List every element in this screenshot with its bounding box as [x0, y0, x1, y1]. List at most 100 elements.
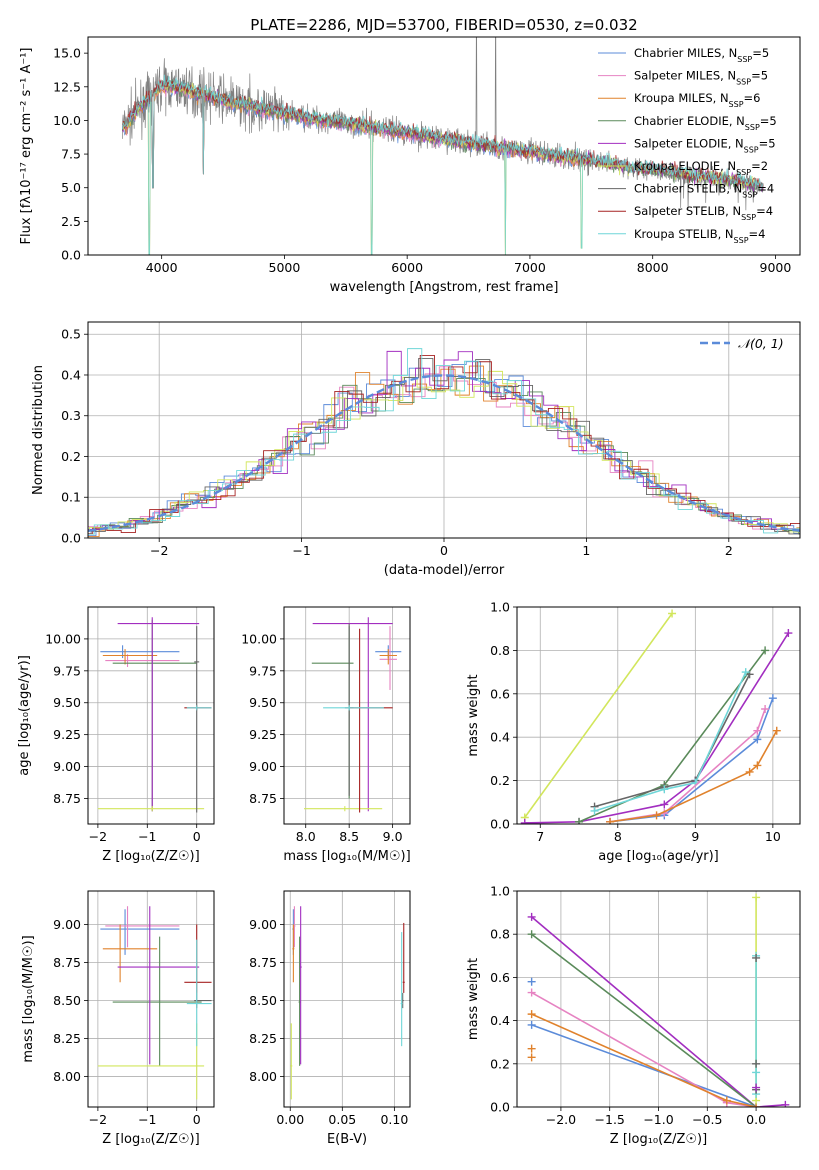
- legend-entry: Chabrier ELODIE, NSSP=5: [634, 114, 777, 132]
- data-point-marker: [781, 1100, 790, 1107]
- y-tick-label: 8.25: [249, 1031, 277, 1046]
- data-point-marker: [527, 912, 536, 921]
- y-tick-label: 8.00: [53, 1069, 81, 1084]
- data-point-marker: [527, 977, 536, 986]
- spectrum-panel: 4000 5000 6000 7000 8000 9000 0.0 2.5 5.0 7.5 10.0…: [19, 36, 801, 295]
- x-axis-label: (data-model)/error: [384, 563, 505, 578]
- x-tick-label: 0.05: [328, 1112, 356, 1127]
- y-tick-label: 9.00: [249, 917, 277, 932]
- data-point-marker: [527, 1010, 536, 1019]
- age-vs-Z-panel: −2 −1 0 8.75 9.00 9.25 9.50 9.75 10.00 Z [log₁₀(Z…: [17, 606, 215, 864]
- legend-entry: 𝒩(0, 1): [738, 336, 784, 351]
- y-tick-label: 8.00: [249, 1069, 277, 1084]
- y-tick-label: 12.5: [53, 79, 81, 94]
- x-tick-label: 9: [691, 829, 699, 844]
- data-point-marker: [527, 1053, 536, 1062]
- data-point-marker: [753, 726, 762, 735]
- x-tick-label: 7: [536, 829, 544, 844]
- residuals-panel: −2 −1 0 1 2 0.0 0.1 0.2 0.3 0.4 0.5 (data-model)/er…: [31, 321, 801, 578]
- series-chabrier-miles-line: [531, 1024, 757, 1107]
- axes-frame: [87, 606, 215, 825]
- y-tick-label: 0.0: [490, 817, 510, 832]
- y-axis-label: Normed distribution: [31, 365, 46, 495]
- y-tick-label: 15.0: [53, 46, 81, 61]
- x-tick-label: 0.0: [746, 1112, 766, 1127]
- data-point-marker: [768, 694, 777, 703]
- data-point-marker: [745, 767, 754, 776]
- x-tick-label: 6000: [391, 260, 423, 275]
- y-tick-label: 0.0: [490, 1100, 510, 1115]
- y-tick-label: 9.00: [53, 917, 81, 932]
- x-tick-label: 9.0: [383, 829, 403, 844]
- x-tick-label: −1.0: [643, 1112, 673, 1127]
- y-tick-label: 1.0: [490, 884, 510, 899]
- legend-entry: Salpeter MILES, NSSP=5: [634, 69, 768, 87]
- legend-entry: Kroupa MILES, NSSP=6: [634, 91, 760, 109]
- x-axis-label: mass [log₁₀(M/M☉)]: [283, 849, 410, 864]
- histogram-kroupa-stelib: [88, 348, 800, 535]
- x-tick-label: 8.5: [339, 829, 359, 844]
- y-tick-label: 9.00: [53, 759, 81, 774]
- x-axis-label: Z [log₁₀(Z/Z☉)]: [610, 1132, 707, 1147]
- y-tick-label: 0.3: [61, 408, 81, 423]
- y-tick-label: 0.0: [61, 531, 81, 546]
- axes-frame: [516, 890, 801, 1108]
- y-tick-label: 0.6: [490, 970, 510, 985]
- y-tick-label: 10.00: [241, 631, 277, 646]
- y-tick-label: 10.00: [45, 631, 81, 646]
- histogram-chabrier-stelib: [88, 358, 800, 535]
- data-point-marker: [652, 811, 661, 820]
- x-axis-label: wavelength [Angstrom, rest frame]: [330, 280, 559, 295]
- model-chabrier-stelib-line: [121, 75, 764, 190]
- data-point-marker: [784, 629, 793, 638]
- legend-entry: Chabrier MILES, NSSP=5: [634, 46, 769, 64]
- axes-frame: [87, 36, 801, 256]
- y-tick-label: 8.25: [53, 1031, 81, 1046]
- legend-entry: Kroupa ELODIE, NSSP=2: [634, 159, 768, 177]
- data-point-marker: [752, 1083, 761, 1092]
- data-point-marker: [527, 988, 536, 997]
- mass-vs-Z-plot-area: [97, 906, 212, 1100]
- legend-entry: Salpeter ELODIE, NSSP=5: [634, 136, 776, 154]
- y-tick-label: 0.5: [61, 327, 81, 342]
- data-point-marker: [668, 609, 677, 618]
- data-point-marker: [520, 818, 529, 824]
- y-tick-label: 9.25: [53, 727, 81, 742]
- x-tick-label: 8.0: [296, 829, 316, 844]
- x-tick-label: −0.5: [692, 1112, 722, 1127]
- y-tick-label: 9.00: [249, 759, 277, 774]
- y-tick-label: 9.75: [53, 663, 81, 678]
- data-point-marker: [590, 806, 599, 815]
- y-tick-label: 8.75: [53, 791, 81, 806]
- data-point-marker: [527, 1044, 536, 1053]
- series-kroupa-miles-line: [531, 1013, 757, 1107]
- x-tick-label: −2: [89, 829, 107, 844]
- x-tick-label: 8: [614, 829, 622, 844]
- age-vs-Z-plot-area: [97, 617, 212, 813]
- y-tick-label: 7.5: [61, 147, 81, 162]
- x-tick-label: 7000: [514, 260, 546, 275]
- y-tick-label: 9.50: [249, 695, 277, 710]
- x-tick-label: −1.5: [595, 1112, 625, 1127]
- massweight-vs-age-panel: 7 8 9 10 0.0 0.2 0.4 0.6 0.8 1.0 age [log₁₀(age/yr…: [466, 600, 801, 864]
- data-point-marker: [753, 761, 762, 770]
- series-kroupa-stelib-line: [594, 671, 747, 812]
- legend-entry: Kroupa STELIB, NSSP=4: [634, 227, 765, 245]
- axes-frame: [283, 890, 411, 1108]
- massweight-vs-Z-panel: −2.0 −1.5 −1.0 −0.5 0.0 0.0 0.2 0.4 0.6 0.8 1.0 Z […: [466, 884, 801, 1147]
- y-axis-label: age [log₁₀(age/yr)]: [17, 655, 32, 776]
- x-tick-label: 0.10: [380, 1112, 408, 1127]
- data-point-marker: [761, 646, 770, 655]
- y-tick-label: 8.75: [249, 791, 277, 806]
- axes-frame: [283, 606, 411, 825]
- data-point-marker: [741, 668, 750, 677]
- massweight-vs-Z-plot-area: [527, 893, 790, 1107]
- data-point-marker: [772, 726, 781, 735]
- x-tick-label: 5000: [269, 260, 301, 275]
- series-chabrier-stelib-line: [594, 673, 751, 808]
- x-tick-label: 0.00: [276, 1112, 304, 1127]
- age-vs-mass-plot-area: [303, 617, 402, 813]
- y-axis-label: mass weight: [466, 958, 481, 1040]
- data-point-marker: [660, 785, 669, 794]
- y-tick-label: 1.0: [490, 600, 510, 615]
